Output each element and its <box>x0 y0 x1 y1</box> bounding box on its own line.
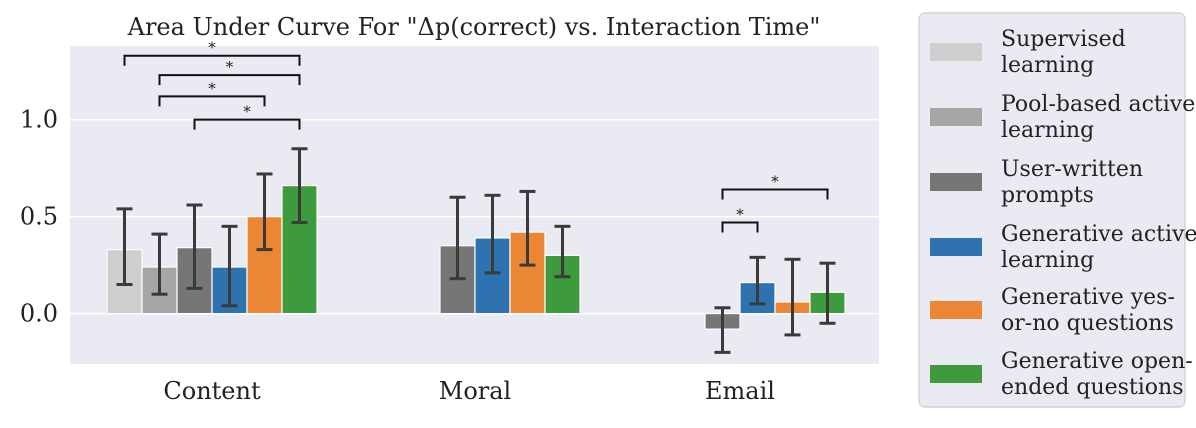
significance-marker: * <box>208 39 216 57</box>
legend-swatch <box>930 301 982 319</box>
bar <box>544 254 581 315</box>
significance-bracket <box>123 54 301 66</box>
significance-marker: * <box>736 205 744 223</box>
significance-layer: * * * * * * <box>123 39 829 233</box>
y-tick-label: 0.5 <box>20 203 58 231</box>
legend-label: learning <box>1001 118 1094 143</box>
legend-label: Pool-based active <box>1001 92 1195 117</box>
x-tick-label: Email <box>705 377 775 405</box>
significance-bracket <box>721 221 759 233</box>
y-tick-label: 0.0 <box>20 300 58 328</box>
legend-swatch <box>930 43 982 61</box>
significance-bracket <box>721 188 829 200</box>
legend-label: User-written <box>1001 157 1143 182</box>
error-bars-layer <box>116 147 836 354</box>
bar <box>474 237 511 315</box>
significance-bracket <box>158 74 301 86</box>
x-tick-label: Content <box>163 377 261 405</box>
legend-swatch <box>930 238 982 256</box>
legend-swatch <box>930 108 982 126</box>
legend-frame <box>918 12 1186 408</box>
y-tick-labels: 0.0 0.5 1.0 <box>20 106 58 328</box>
significance-bracket <box>158 95 266 107</box>
x-tick-labels: Content Moral Email <box>163 377 775 405</box>
legend-swatch <box>930 173 982 191</box>
legend-label: Generative yes- <box>1001 285 1175 310</box>
legend-label: ended questions <box>1001 375 1184 400</box>
legend-label: Generative open- <box>1001 349 1193 374</box>
legend-label: or-no questions <box>1001 311 1174 336</box>
legend-label: Generative active <box>1001 222 1196 247</box>
chart-title: Area Under Curve For "Δp(correct) vs. In… <box>127 13 821 41</box>
significance-marker: * <box>771 172 779 190</box>
significance-bracket <box>193 118 301 130</box>
legend-label: prompts <box>1001 183 1094 208</box>
x-tick-label: Moral <box>439 377 511 405</box>
legend-label: learning <box>1001 53 1094 78</box>
significance-marker: * <box>243 103 251 121</box>
significance-marker: * <box>208 79 216 97</box>
y-tick-label: 1.0 <box>20 106 58 134</box>
legend-label: learning <box>1001 248 1094 273</box>
legend-label: Supervised <box>1001 27 1126 52</box>
significance-marker: * <box>226 58 234 76</box>
legend-swatch <box>930 365 982 383</box>
